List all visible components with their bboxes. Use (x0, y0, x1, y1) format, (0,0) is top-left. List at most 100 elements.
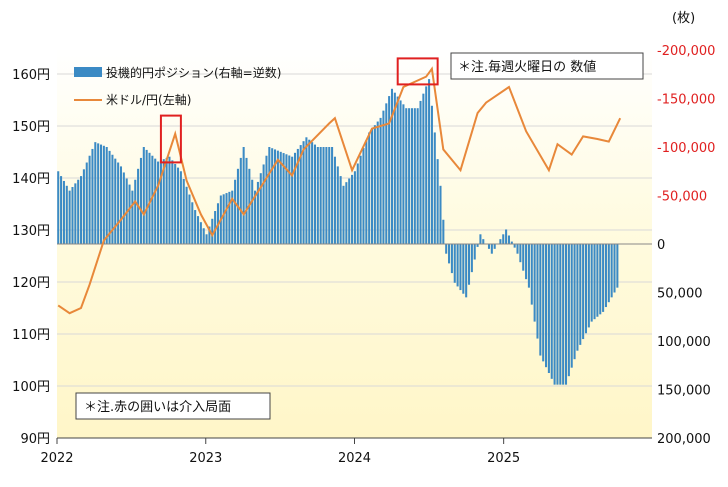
bar (385, 103, 388, 244)
bar (433, 132, 436, 244)
bar (60, 176, 63, 244)
bar (593, 244, 596, 320)
bar (430, 105, 433, 245)
bar (516, 244, 519, 254)
line-series-usdjpy (57, 66, 622, 315)
legend-bar-swatch (74, 67, 102, 77)
right-axis-unit: (枚) (672, 11, 695, 26)
bar (399, 100, 402, 244)
bar (302, 141, 305, 244)
bar (171, 160, 174, 244)
bar (465, 244, 468, 298)
bar (145, 149, 148, 244)
bar (299, 145, 302, 244)
bar (131, 190, 134, 244)
bar (442, 219, 445, 244)
bar (499, 239, 502, 244)
bar (542, 244, 545, 362)
bar (165, 157, 168, 244)
bar (185, 186, 188, 244)
bar (547, 244, 550, 374)
right-tick-label: -200,000 (657, 44, 715, 59)
bar (114, 158, 117, 244)
x-tick-label: 2023 (189, 451, 222, 466)
left-tick-label: 160円 (12, 68, 50, 83)
bar (413, 108, 416, 244)
bar (325, 147, 328, 244)
bar (196, 216, 200, 244)
right-tick-label: 150,000 (657, 384, 711, 399)
bar (274, 149, 277, 244)
bar (319, 147, 322, 244)
x-tick-label: 2024 (338, 451, 371, 466)
bar (564, 244, 568, 385)
bar (559, 244, 562, 385)
bar (328, 147, 331, 244)
bar (279, 151, 282, 244)
bar (282, 153, 285, 244)
bar (587, 244, 590, 328)
bar (582, 244, 585, 340)
bar (613, 244, 616, 293)
note-bottom: ＊注.赤の囲いは介入局面 (75, 392, 271, 420)
bar (519, 244, 522, 263)
bar (482, 239, 485, 244)
bar (311, 142, 314, 244)
right-tick-label: 50,000 (657, 287, 703, 302)
bar (291, 156, 294, 244)
bar (134, 179, 137, 244)
bar (402, 104, 405, 244)
bar (148, 152, 151, 244)
bar (182, 179, 185, 244)
bar (177, 167, 180, 244)
bar (194, 210, 197, 244)
bar (419, 100, 422, 244)
bar (151, 155, 154, 244)
bar (119, 166, 123, 244)
left-tick-label: 120円 (12, 276, 50, 291)
bar (527, 244, 530, 288)
bar (607, 244, 610, 303)
bar (208, 226, 211, 244)
bar (342, 185, 345, 244)
bar (80, 176, 83, 244)
bar (599, 244, 602, 315)
bar (211, 218, 214, 244)
left-tick-label: 140円 (12, 172, 50, 187)
bar (82, 169, 85, 244)
intervention-box (159, 114, 182, 164)
bar (285, 154, 288, 244)
bar (616, 244, 619, 288)
bar (191, 202, 194, 244)
bar (94, 142, 97, 244)
right-tick-label: -50,000 (657, 190, 707, 205)
bar (85, 162, 88, 244)
bar (373, 125, 376, 244)
bar (459, 244, 462, 291)
right-tick-label: -150,000 (657, 93, 715, 108)
bar (128, 184, 131, 244)
bar (553, 244, 556, 385)
bar (428, 79, 431, 244)
bar (579, 244, 582, 345)
bar (296, 148, 299, 244)
bar (348, 178, 351, 244)
bar (268, 147, 271, 244)
bar (122, 172, 125, 244)
bar (567, 244, 570, 377)
bar (339, 176, 342, 244)
bar (584, 244, 588, 334)
bar (533, 244, 536, 322)
bar (256, 181, 259, 244)
bar (99, 144, 103, 244)
bar (382, 110, 385, 244)
bar (139, 157, 142, 244)
bar (450, 244, 453, 274)
bar (439, 185, 442, 244)
bar (410, 108, 413, 244)
bar (68, 190, 71, 244)
bar (234, 179, 237, 244)
bar (308, 139, 311, 244)
bar (416, 108, 419, 244)
bar (573, 244, 576, 360)
